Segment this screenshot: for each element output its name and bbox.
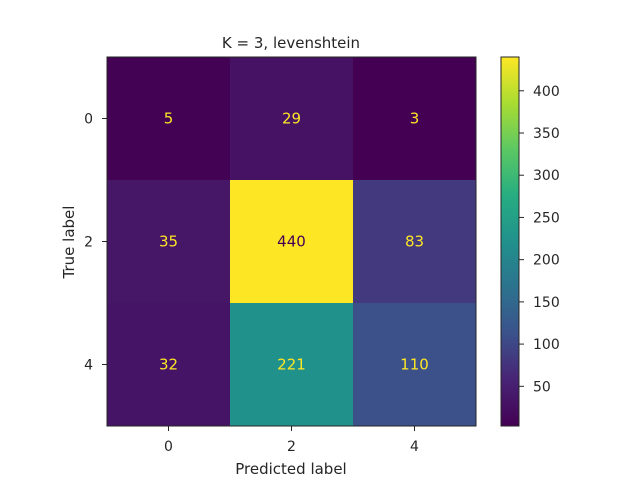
cell-value-label: 35 [159, 233, 178, 251]
colorbar-tick-label: 50 [533, 379, 551, 395]
cell-value-label: 29 [282, 110, 301, 128]
colorbar-tick-label: 200 [533, 253, 560, 269]
matrix-cell [353, 57, 477, 181]
x-axis-ticks: 0 2 4 [164, 426, 419, 455]
colorbar-tick-label: 350 [533, 126, 560, 142]
cell-value-label: 32 [159, 356, 178, 374]
matrix-cell [353, 303, 477, 427]
matrix-cell-labels: 5 29 3 35 440 83 32 221 110 [159, 110, 429, 374]
y-axis-ticks: 0 2 4 [84, 112, 107, 374]
matrix-cells [107, 57, 477, 427]
cell-value-label: 221 [277, 356, 306, 374]
matrix-cell [230, 180, 354, 304]
colorbar-tick-label: 100 [533, 337, 560, 353]
y-tick-label: 4 [84, 358, 93, 374]
matrix-cell [107, 57, 231, 181]
colorbar-ticks: 50 100 150 200 250 300 350 400 [519, 84, 560, 395]
cell-value-label: 110 [400, 356, 429, 374]
colorbar-tick-label: 300 [533, 168, 560, 184]
matrix-cell [230, 57, 354, 181]
x-tick-label: 4 [410, 439, 419, 455]
x-tick-label: 2 [287, 439, 296, 455]
colorbar-tick-label: 150 [533, 295, 560, 311]
matrix-cell [107, 180, 231, 304]
matrix-cell [230, 303, 354, 427]
x-axis-label: Predicted label [235, 460, 346, 478]
colorbar-tick-label: 400 [533, 84, 560, 100]
matrix-cell [353, 180, 477, 304]
colorbar-tick-label: 250 [533, 210, 560, 226]
cell-value-label: 83 [405, 233, 424, 251]
matrix-cell [107, 303, 231, 427]
cell-value-label: 5 [164, 110, 174, 128]
cell-value-label: 440 [277, 233, 306, 251]
y-axis-label: True label [60, 206, 78, 280]
y-tick-label: 2 [84, 235, 93, 251]
colorbar [500, 56, 520, 427]
y-tick-label: 0 [84, 112, 93, 128]
chart-title: K = 3, levenshtein [222, 34, 360, 52]
cell-value-label: 3 [410, 110, 420, 128]
x-tick-label: 0 [164, 439, 173, 455]
